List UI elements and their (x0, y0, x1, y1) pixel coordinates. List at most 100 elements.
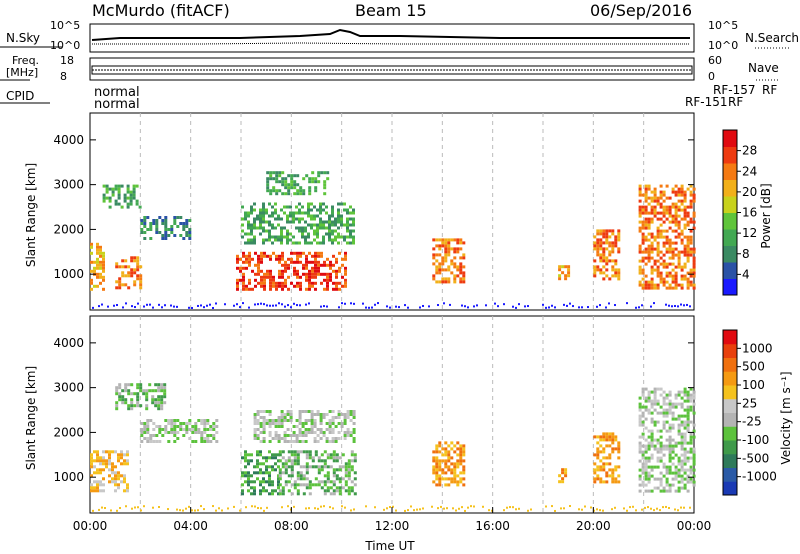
echo-cell (593, 271, 597, 275)
echo-cell (340, 220, 343, 224)
echo-cell (644, 256, 648, 260)
echo-cell (671, 286, 675, 290)
echo-cell (284, 459, 288, 463)
echo-cell (638, 441, 642, 445)
echo-cell (677, 429, 681, 433)
echo-cell (241, 223, 244, 227)
echo-cell (90, 489, 93, 493)
echo-cell (115, 280, 119, 284)
echo-cell (259, 440, 263, 443)
echo-cell (340, 214, 343, 218)
echo-cell (248, 287, 251, 291)
echo-cell (316, 413, 320, 416)
echo-cell (304, 238, 307, 242)
echo-cell (167, 422, 171, 425)
echo-cell (96, 459, 99, 463)
echo-cell (344, 272, 347, 276)
echo-cell (320, 281, 323, 285)
echo-cell (343, 202, 346, 206)
echo-cell (438, 268, 442, 272)
echo-cell (558, 480, 562, 484)
echo-cell (286, 235, 289, 239)
echo-cell (257, 269, 260, 273)
echo-cell (253, 437, 257, 440)
echo-cell (647, 220, 651, 224)
echo-cell (280, 419, 284, 422)
echo-cell (301, 422, 305, 425)
echo-cell (459, 241, 463, 245)
echo-cell (462, 274, 466, 278)
echo-cell (266, 506, 268, 509)
echo-cell (317, 459, 321, 463)
echo-cell (296, 183, 300, 187)
echo-cell (296, 260, 299, 264)
echo-cell (346, 410, 350, 413)
echo-cell (656, 196, 660, 200)
echo-cell (280, 422, 284, 425)
echo-cell (641, 256, 645, 260)
echo-cell (352, 211, 355, 215)
echo-cell (254, 505, 256, 508)
echo-cell (659, 256, 663, 260)
echo-cell (337, 235, 340, 239)
echo-cell (686, 426, 690, 430)
echo-cell (686, 211, 690, 215)
echo-cell (650, 232, 654, 236)
echo-cell (444, 465, 448, 469)
echo-cell (319, 437, 323, 440)
echo-cell (347, 471, 351, 475)
echo-cell (281, 462, 285, 466)
echo-cell (350, 489, 354, 493)
echo-cell (341, 453, 345, 457)
echo-cell (143, 431, 147, 434)
echo-cell (581, 508, 583, 511)
echo-cell (662, 402, 666, 406)
echo-cell (671, 250, 675, 254)
echo-cell (117, 202, 121, 206)
echo-cell (653, 438, 657, 442)
echo-cell (263, 254, 266, 258)
echo-cell (349, 235, 352, 239)
echo-cell (462, 459, 466, 463)
echo-cell (337, 226, 340, 230)
echo-cell (136, 383, 140, 387)
echo-cell (132, 196, 136, 200)
echo-cell (692, 199, 696, 203)
echo-cell (274, 431, 278, 434)
echo-cell (301, 431, 305, 434)
echo-cell (671, 247, 675, 251)
echo-cell (123, 193, 127, 197)
echo-cell (656, 265, 660, 269)
echo-cell (200, 440, 204, 443)
echo-cell (314, 263, 317, 267)
echo-cell (680, 453, 684, 457)
echo-cell (441, 256, 445, 260)
echo-cell (310, 241, 313, 245)
echo-cell (335, 456, 339, 460)
echo-cell (307, 208, 310, 212)
echo-cell (614, 241, 618, 245)
echo-cell (605, 480, 609, 484)
echo-cell (263, 272, 266, 276)
echo-cell (274, 453, 277, 457)
echo-cell (253, 471, 256, 475)
echo-cell (117, 196, 121, 200)
echo-cell (653, 235, 657, 239)
echo-cell (331, 410, 335, 413)
echo-cell (343, 238, 346, 242)
echo-cell (662, 447, 666, 451)
echo-cell (253, 223, 256, 227)
power-colorbar-tick-label: 12 (742, 226, 757, 240)
echo-cell (236, 260, 239, 264)
echo-cell (317, 254, 320, 258)
echo-cell (456, 250, 460, 254)
echo-cell (157, 383, 161, 387)
echo-cell (250, 205, 253, 209)
echo-cell (123, 480, 126, 484)
echo-cell (368, 306, 370, 309)
echo-cell (257, 507, 259, 510)
echo-cell (304, 220, 307, 224)
echo-cell (462, 277, 466, 281)
echo-cell (313, 440, 317, 443)
echo-cell (99, 275, 102, 279)
